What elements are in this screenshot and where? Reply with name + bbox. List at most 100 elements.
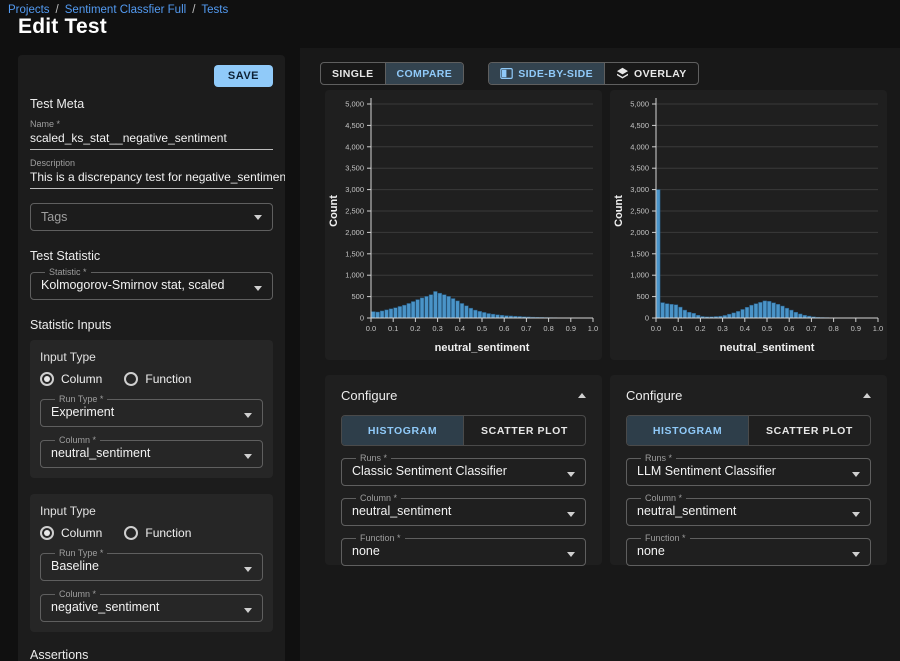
run-type-value: Experiment bbox=[51, 405, 236, 419]
column-select[interactable]: Column * neutral_sentiment bbox=[626, 493, 871, 526]
name-label: Name * bbox=[30, 119, 273, 129]
breadcrumb-link-tests[interactable]: Tests bbox=[201, 4, 228, 16]
tags-select[interactable]: Tags bbox=[30, 203, 273, 231]
svg-text:0.4: 0.4 bbox=[455, 324, 465, 333]
configure-header[interactable]: Configure bbox=[341, 388, 586, 403]
plot-type-tabs: HISTOGRAM SCATTER PLOT bbox=[626, 415, 871, 446]
svg-text:1,500: 1,500 bbox=[345, 249, 364, 258]
function-value: none bbox=[352, 544, 559, 558]
svg-text:0.8: 0.8 bbox=[828, 324, 838, 333]
collapse-icon[interactable] bbox=[863, 393, 871, 398]
chevron-down-icon bbox=[567, 512, 575, 517]
overlay-label: OVERLAY bbox=[634, 68, 687, 80]
radio-function[interactable]: Function bbox=[124, 372, 191, 386]
save-button[interactable]: SAVE bbox=[214, 65, 273, 87]
run-type-label: Run Type * bbox=[55, 394, 107, 404]
column-select[interactable]: Column * neutral_sentiment bbox=[341, 493, 586, 526]
radio-function-label: Function bbox=[145, 526, 191, 540]
configure-panel-left: Configure HISTOGRAM SCATTER PLOT Runs * … bbox=[325, 375, 602, 565]
svg-text:4,500: 4,500 bbox=[630, 121, 649, 130]
run-type-select[interactable]: Run Type * Experiment bbox=[40, 394, 263, 427]
function-label: Function * bbox=[356, 533, 405, 543]
svg-text:0.3: 0.3 bbox=[717, 324, 727, 333]
svg-text:2,000: 2,000 bbox=[630, 228, 649, 237]
histogram-panel-right: 05001,0001,5002,0002,5003,0003,5004,0004… bbox=[610, 90, 887, 360]
description-field[interactable]: Description This is a discrepancy test f… bbox=[30, 158, 273, 189]
svg-text:0.4: 0.4 bbox=[740, 324, 750, 333]
tags-placeholder: Tags bbox=[41, 210, 67, 224]
test-meta-heading: Test Meta bbox=[30, 97, 273, 111]
input-type-label: Input Type bbox=[40, 504, 263, 518]
histogram-panel-left: 05001,0001,5002,0002,5003,0003,5004,0004… bbox=[325, 90, 602, 360]
input-type-label: Input Type bbox=[40, 350, 263, 364]
runs-value: Classic Sentiment Classifier bbox=[352, 464, 559, 478]
tab-histogram[interactable]: HISTOGRAM bbox=[342, 416, 464, 445]
tab-histogram[interactable]: HISTOGRAM bbox=[627, 416, 749, 445]
svg-text:Count: Count bbox=[613, 195, 625, 227]
radio-selected-icon bbox=[40, 526, 54, 540]
radio-column[interactable]: Column bbox=[40, 372, 102, 386]
svg-text:0.2: 0.2 bbox=[410, 324, 420, 333]
svg-text:500: 500 bbox=[351, 292, 364, 301]
collapse-icon[interactable] bbox=[578, 393, 586, 398]
svg-text:2,500: 2,500 bbox=[630, 207, 649, 216]
function-select[interactable]: Function * none bbox=[626, 533, 871, 566]
edit-test-form-panel: SAVE Test Meta Name * scaled_ks_stat__ne… bbox=[18, 55, 285, 661]
view-toolbar: SINGLE COMPARE SIDE-BY-SIDE OVERLAY bbox=[320, 62, 699, 85]
radio-column[interactable]: Column bbox=[40, 526, 102, 540]
radio-selected-icon bbox=[40, 372, 54, 386]
compare-view-button[interactable]: COMPARE bbox=[385, 63, 464, 84]
runs-value: LLM Sentiment Classifier bbox=[637, 464, 844, 478]
function-label: Function * bbox=[641, 533, 690, 543]
svg-text:2,500: 2,500 bbox=[345, 207, 364, 216]
column-value: neutral_sentiment bbox=[51, 446, 236, 460]
svg-text:1.0: 1.0 bbox=[588, 324, 598, 333]
svg-text:500: 500 bbox=[636, 292, 649, 301]
svg-text:0.1: 0.1 bbox=[388, 324, 398, 333]
histogram-chart-left: 05001,0001,5002,0002,5003,0003,5004,0004… bbox=[325, 90, 602, 365]
svg-text:neutral_sentiment: neutral_sentiment bbox=[435, 342, 530, 354]
radio-column-label: Column bbox=[61, 372, 102, 386]
runs-select[interactable]: Runs * LLM Sentiment Classifier bbox=[626, 453, 871, 486]
chevron-down-icon bbox=[852, 552, 860, 557]
chevron-down-icon bbox=[254, 286, 262, 291]
description-value[interactable]: This is a discrepancy test for negative_… bbox=[30, 170, 273, 184]
svg-text:1,000: 1,000 bbox=[630, 271, 649, 280]
test-statistic-heading: Test Statistic bbox=[30, 249, 273, 263]
function-select[interactable]: Function * none bbox=[341, 533, 586, 566]
overlay-button[interactable]: OVERLAY bbox=[604, 63, 698, 84]
svg-text:3,500: 3,500 bbox=[630, 164, 649, 173]
statistic-select[interactable]: Statistic * Kolmogorov-Smirnov stat, sca… bbox=[30, 267, 273, 300]
name-field[interactable]: Name * scaled_ks_stat__negative_sentimen… bbox=[30, 119, 273, 150]
tab-scatter-plot[interactable]: SCATTER PLOT bbox=[464, 416, 585, 445]
svg-text:5,000: 5,000 bbox=[345, 100, 364, 109]
column-value: neutral_sentiment bbox=[352, 504, 559, 518]
column-select[interactable]: Column * neutral_sentiment bbox=[40, 435, 263, 468]
tab-scatter-plot[interactable]: SCATTER PLOT bbox=[749, 416, 870, 445]
radio-function[interactable]: Function bbox=[124, 526, 191, 540]
radio-unselected-icon bbox=[124, 526, 138, 540]
chevron-down-icon bbox=[244, 413, 252, 418]
svg-text:4,000: 4,000 bbox=[345, 142, 364, 151]
configure-title: Configure bbox=[626, 388, 682, 403]
assertions-heading: Assertions bbox=[30, 648, 273, 661]
svg-text:3,000: 3,000 bbox=[630, 185, 649, 194]
column-label: Column * bbox=[356, 493, 401, 503]
chevron-down-icon bbox=[567, 552, 575, 557]
statistic-value: Kolmogorov-Smirnov stat, scaled bbox=[41, 278, 246, 292]
run-type-select[interactable]: Run Type * Baseline bbox=[40, 548, 263, 581]
svg-text:5,000: 5,000 bbox=[630, 100, 649, 109]
name-value[interactable]: scaled_ks_stat__negative_sentiment bbox=[30, 131, 273, 145]
svg-text:0.1: 0.1 bbox=[673, 324, 683, 333]
column-select[interactable]: Column * negative_sentiment bbox=[40, 589, 263, 622]
svg-text:0.3: 0.3 bbox=[432, 324, 442, 333]
column-value: negative_sentiment bbox=[51, 600, 236, 614]
svg-text:4,500: 4,500 bbox=[345, 121, 364, 130]
single-view-button[interactable]: SINGLE bbox=[321, 63, 385, 84]
view-mode-group: SINGLE COMPARE bbox=[320, 62, 464, 85]
column-label: Column * bbox=[55, 435, 100, 445]
side-by-side-button[interactable]: SIDE-BY-SIDE bbox=[489, 63, 604, 84]
runs-select[interactable]: Runs * Classic Sentiment Classifier bbox=[341, 453, 586, 486]
configure-header[interactable]: Configure bbox=[626, 388, 871, 403]
function-value: none bbox=[637, 544, 844, 558]
